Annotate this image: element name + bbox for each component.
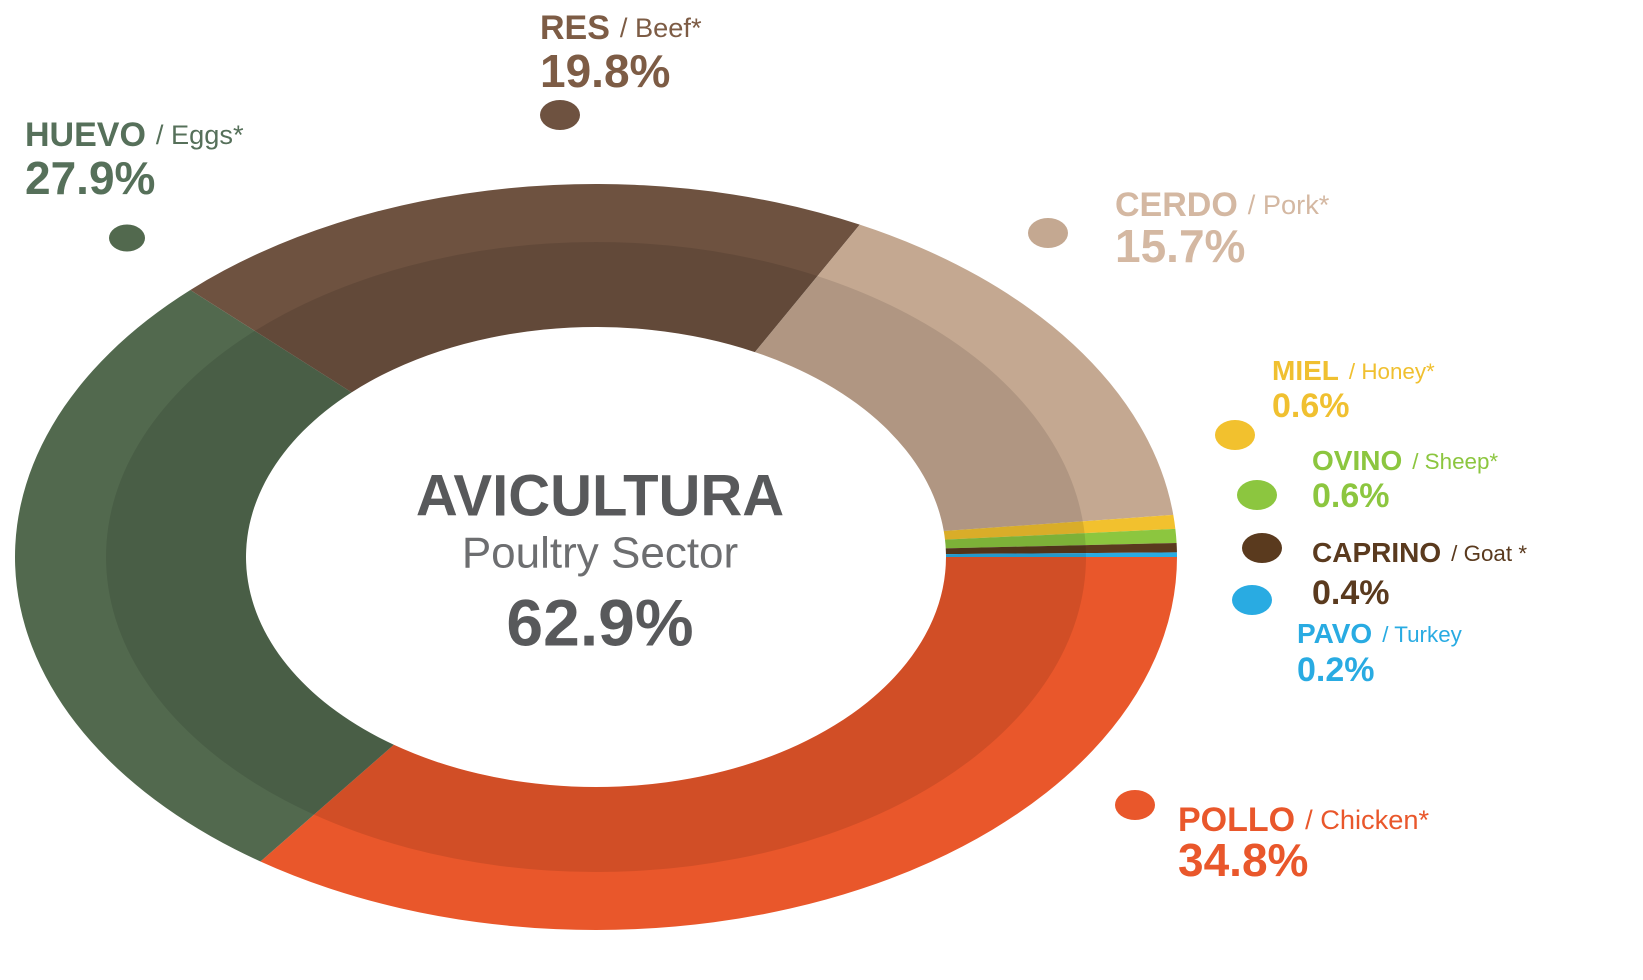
category-name: HUEVO xyxy=(25,116,146,154)
category-translation: / Sheep* xyxy=(1412,449,1498,474)
legend-dot xyxy=(1237,480,1277,510)
category-label: RES / Beef* xyxy=(540,9,702,47)
legend-dot xyxy=(540,100,580,130)
category-name: PAVO xyxy=(1297,618,1372,649)
slice xyxy=(260,557,1177,931)
category-label: OVINO / Sheep* xyxy=(1312,445,1498,476)
category-translation: / Chicken* xyxy=(1305,804,1429,835)
value-label: 0.2% xyxy=(1297,651,1375,689)
legend-dot xyxy=(109,224,145,252)
slice xyxy=(945,552,1177,557)
category-translation: / Pork* xyxy=(1248,189,1330,220)
legend-dot xyxy=(1115,790,1155,820)
category-label: HUEVO / Eggs* xyxy=(25,116,244,154)
category-name: CAPRINO xyxy=(1312,537,1441,568)
legend-dot xyxy=(1215,420,1255,450)
category-name: POLLO xyxy=(1178,801,1295,839)
value-label: 19.8% xyxy=(540,45,670,97)
category-label: PAVO / Turkey xyxy=(1297,618,1463,649)
value-label: 0.6% xyxy=(1272,387,1350,425)
category-name: OVINO xyxy=(1312,445,1402,476)
value-label: 15.7% xyxy=(1115,220,1245,272)
category-label: MIEL / Honey* xyxy=(1272,355,1435,386)
value-label: 27.9% xyxy=(25,152,155,204)
category-translation: / Honey* xyxy=(1349,359,1435,384)
category-translation: / Eggs* xyxy=(156,119,244,150)
category-name: RES xyxy=(540,9,610,47)
legend-dot xyxy=(1028,218,1068,248)
center-subtitle: Poultry Sector xyxy=(462,529,738,578)
category-name: MIEL xyxy=(1272,355,1339,386)
category-name: CERDO xyxy=(1115,186,1238,224)
category-translation: / Beef* xyxy=(620,12,702,43)
category-translation: / Goat * xyxy=(1451,541,1527,566)
center-title: AVICULTURA xyxy=(416,463,784,528)
slice xyxy=(190,184,860,393)
category-label: POLLO / Chicken* xyxy=(1178,801,1429,839)
category-label: CERDO / Pork* xyxy=(1115,186,1330,224)
donut xyxy=(14,184,1177,931)
slice xyxy=(945,528,1177,549)
slice xyxy=(754,224,1174,532)
value-label: 0.4% xyxy=(1312,574,1390,612)
category-translation: / Turkey xyxy=(1382,622,1462,647)
legend-dot xyxy=(1232,585,1272,615)
slice xyxy=(943,514,1176,540)
value-label: 0.6% xyxy=(1312,477,1390,515)
center-value: 62.9% xyxy=(506,585,693,659)
slice xyxy=(14,289,394,862)
category-label: CAPRINO / Goat * xyxy=(1312,537,1527,568)
legend-dot xyxy=(1242,533,1282,563)
slice xyxy=(945,542,1177,555)
value-label: 34.8% xyxy=(1178,834,1308,886)
